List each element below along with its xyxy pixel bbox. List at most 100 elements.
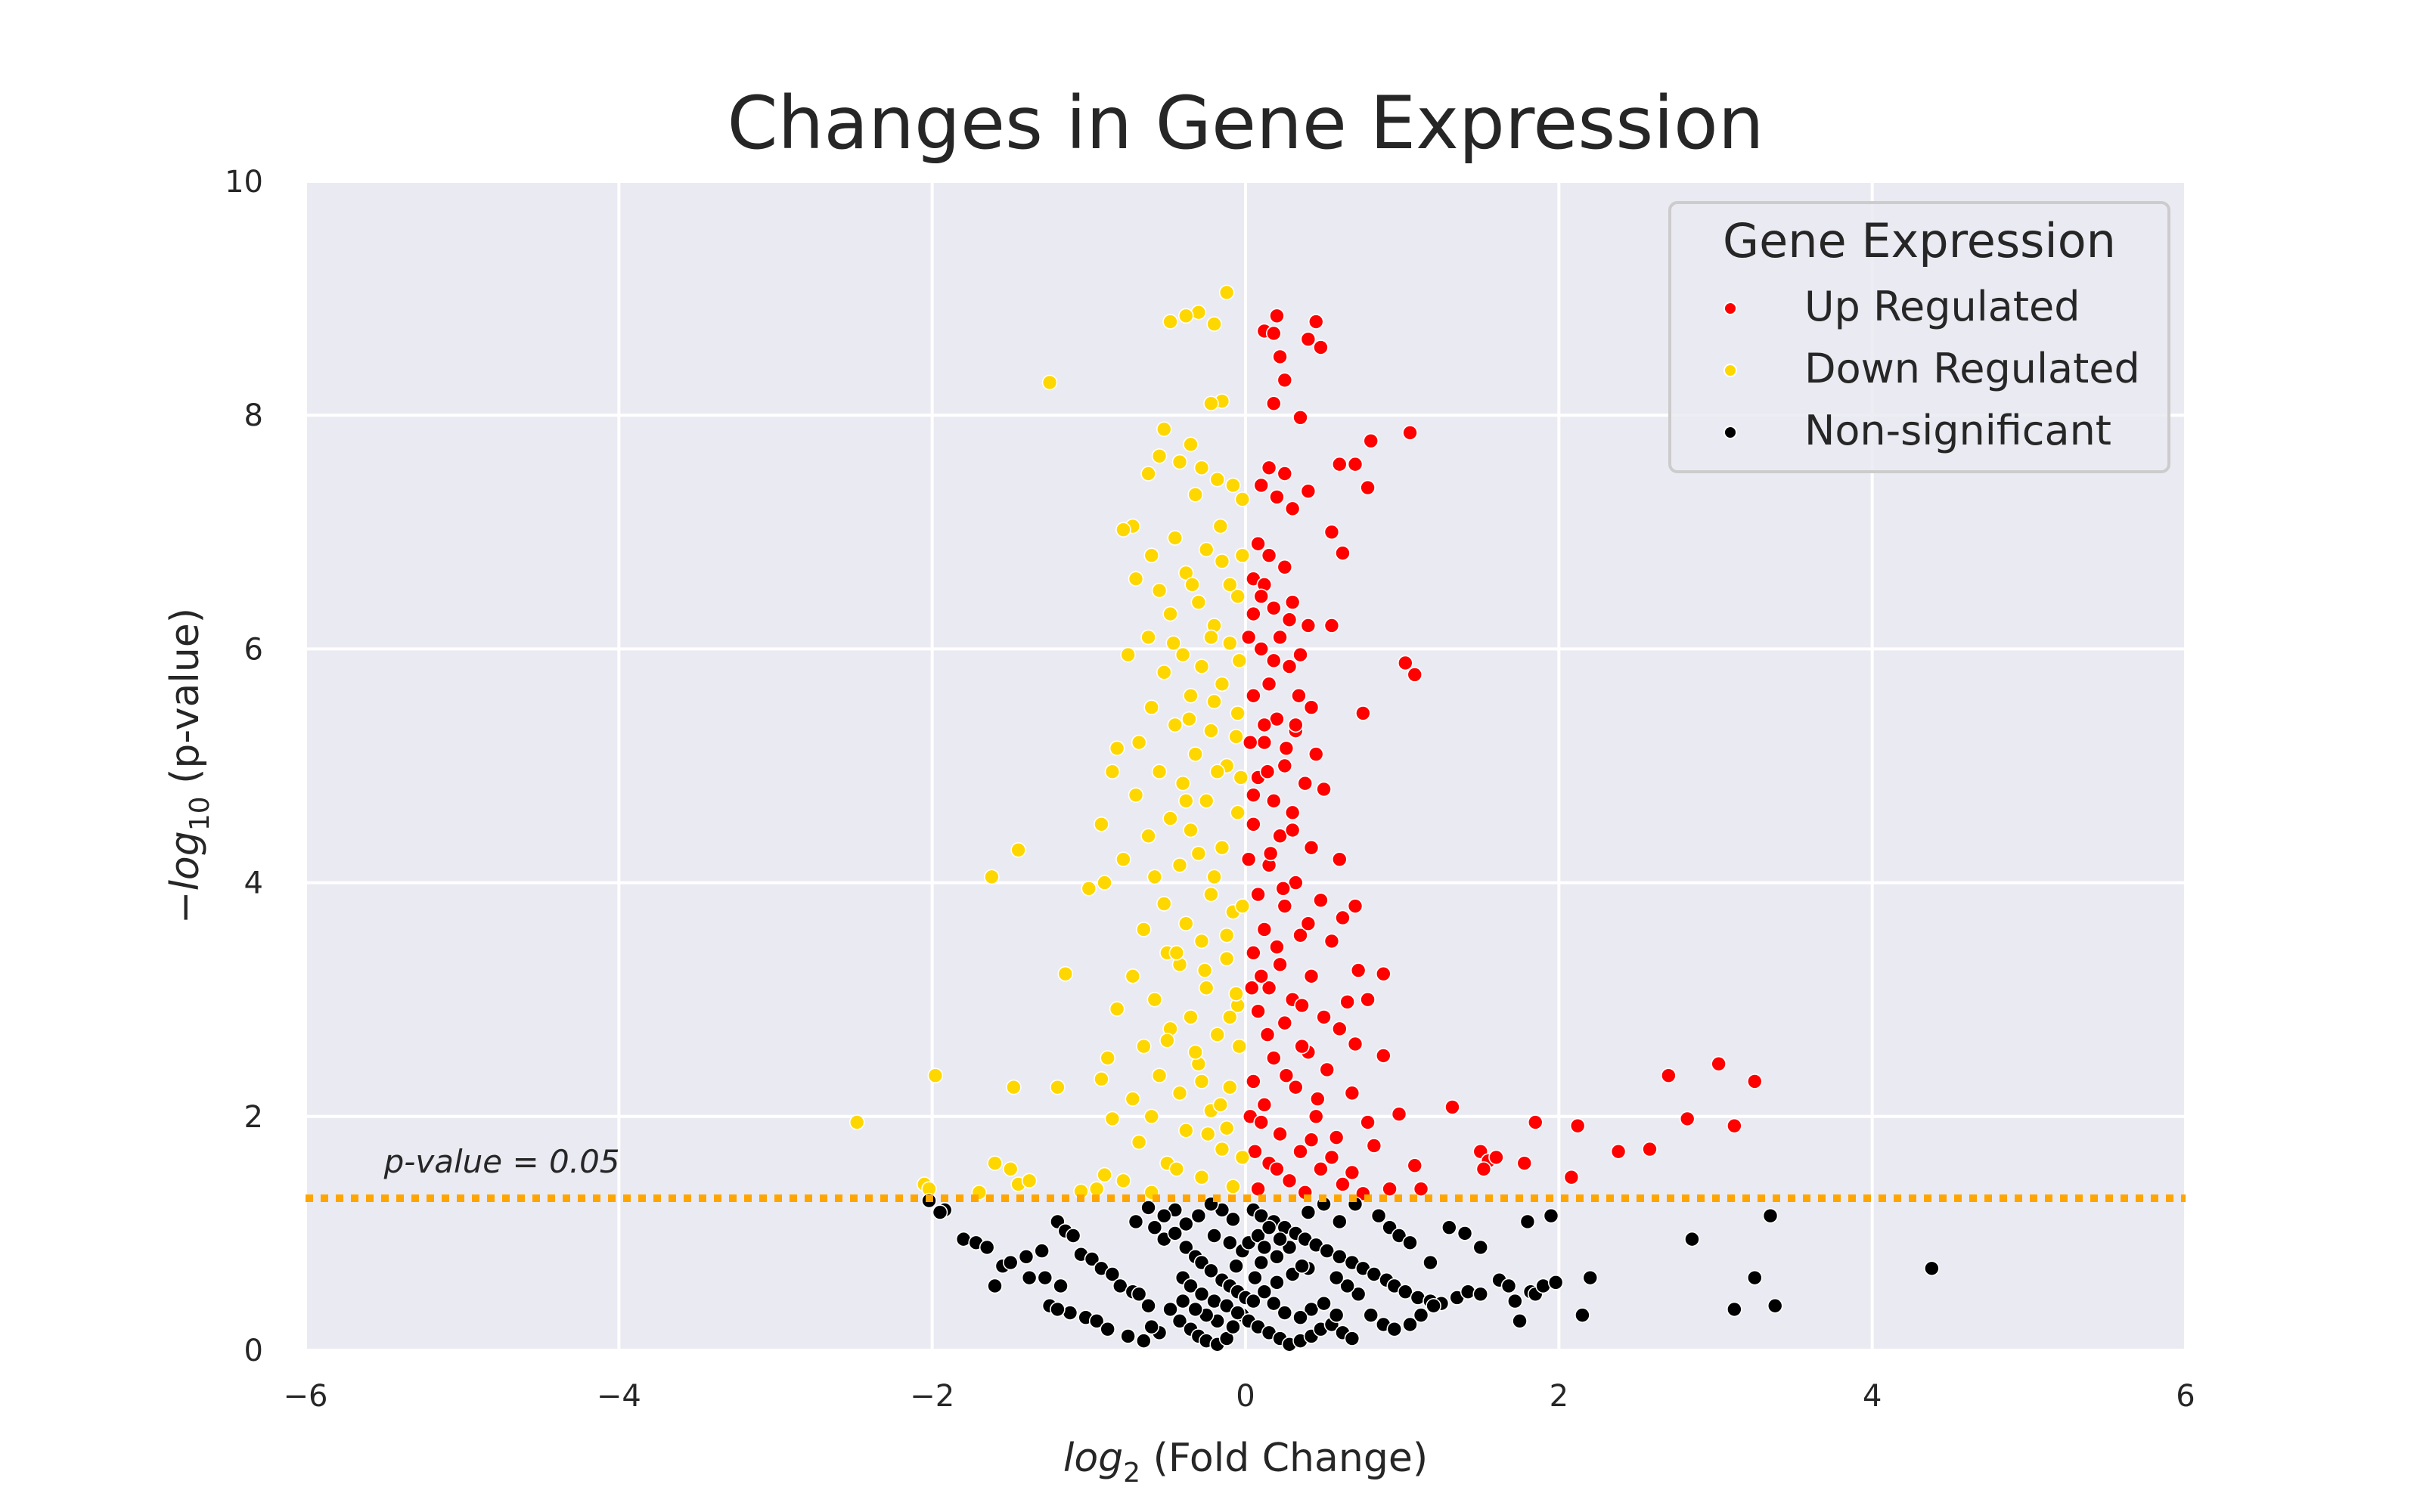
point-up-regulated (1278, 740, 1295, 757)
point-non-significant (1162, 1301, 1178, 1318)
point-down-regulated (1187, 1044, 1204, 1061)
point-down-regulated (1151, 1067, 1168, 1083)
point-up-regulated (1246, 1074, 1261, 1089)
point-up-regulated (1316, 781, 1332, 798)
point-non-significant (1547, 1275, 1564, 1290)
point-up-regulated (1300, 916, 1317, 932)
point-up-regulated (1272, 1126, 1288, 1142)
point-non-significant (1328, 1307, 1345, 1323)
point-down-regulated (1218, 927, 1235, 943)
point-non-significant (1500, 1278, 1517, 1294)
point-up-regulated (1287, 875, 1304, 891)
point-down-regulated (1125, 1091, 1141, 1107)
point-down-regulated (1231, 1038, 1248, 1055)
point-up-regulated (1272, 956, 1288, 973)
point-non-significant (1269, 1249, 1285, 1265)
point-up-regulated (1297, 775, 1314, 792)
point-down-regulated (1231, 652, 1248, 669)
point-down-regulated (984, 869, 1000, 885)
point-up-regulated (1269, 308, 1285, 324)
point-up-regulated (1335, 1176, 1351, 1192)
point-non-significant (1084, 1251, 1100, 1267)
point-non-significant (1253, 1254, 1270, 1271)
point-non-significant (1230, 1305, 1246, 1321)
point-down-regulated (1174, 646, 1191, 663)
point-up-regulated (1323, 618, 1340, 634)
point-non-significant (1391, 1228, 1407, 1244)
point-up-regulated (1308, 1108, 1324, 1125)
point-non-significant (1332, 1213, 1348, 1230)
y-tick-label: 4 (244, 866, 263, 901)
point-down-regulated (1143, 547, 1159, 564)
point-up-regulated (1242, 734, 1258, 751)
point-down-regulated (1174, 775, 1191, 792)
point-down-regulated (1177, 308, 1194, 324)
point-down-regulated (1115, 851, 1131, 867)
point-up-regulated (1300, 331, 1317, 348)
legend-item-up: Up Regulated (1723, 283, 2080, 330)
point-down-regulated (1151, 582, 1168, 599)
point-up-regulated (1376, 1048, 1392, 1064)
point-down-regulated (1214, 553, 1230, 569)
point-up-regulated (1247, 1143, 1263, 1160)
point-up-regulated (1281, 658, 1298, 674)
point-up-regulated (1250, 1181, 1266, 1197)
point-down-regulated (1100, 1050, 1115, 1066)
point-down-regulated (1214, 1141, 1230, 1157)
point-non-significant (1037, 1269, 1053, 1286)
point-down-regulated (1140, 828, 1156, 844)
point-up-regulated (1488, 1149, 1504, 1166)
point-down-regulated (1221, 1079, 1238, 1095)
legend: Gene Expression Up Regulated Down Regula… (1668, 201, 2170, 473)
point-up-regulated (1250, 1003, 1266, 1019)
point-down-regulated (1146, 991, 1163, 1008)
point-non-significant (1253, 1207, 1270, 1224)
point-down-regulated (1228, 986, 1244, 1002)
point-up-regulated (1300, 618, 1317, 634)
point-up-regulated (1292, 646, 1308, 663)
point-up-regulated (1294, 997, 1310, 1014)
point-down-regulated (1198, 980, 1215, 996)
y-axis-label-prefix: − (163, 891, 208, 925)
point-up-regulated (1527, 1114, 1544, 1130)
point-down-regulated (1171, 454, 1188, 470)
point-up-regulated (1402, 425, 1418, 441)
point-up-regulated (1332, 456, 1348, 472)
point-non-significant (1171, 1313, 1188, 1329)
y-tick-label: 0 (244, 1334, 263, 1368)
point-down-regulated (1203, 886, 1219, 903)
point-down-regulated (1151, 764, 1168, 780)
point-non-significant (1512, 1313, 1528, 1329)
point-non-significant (1143, 1318, 1159, 1335)
point-up-regulated (1250, 886, 1266, 903)
point-down-regulated (1181, 711, 1197, 727)
point-up-regulated (1309, 1091, 1326, 1107)
point-up-regulated (1347, 898, 1364, 914)
point-down-regulated (1156, 665, 1172, 680)
y-axis-label: −log10 (p-value) (163, 608, 216, 924)
point-down-regulated (1187, 487, 1204, 503)
point-non-significant (1246, 1293, 1261, 1309)
point-down-regulated (1209, 471, 1226, 488)
point-non-significant (1413, 1307, 1429, 1323)
y-axis-label-rest: (p-value) (163, 608, 208, 797)
point-down-regulated (1198, 793, 1215, 809)
point-down-regulated (1171, 1085, 1188, 1101)
point-down-regulated (1221, 577, 1238, 593)
point-non-significant (979, 1239, 995, 1256)
point-up-regulated (1300, 483, 1317, 499)
point-up-regulated (1413, 1181, 1429, 1197)
point-non-significant (1146, 1219, 1163, 1235)
point-non-significant (1203, 1263, 1219, 1279)
point-down-regulated (1167, 717, 1184, 733)
point-down-regulated (1206, 316, 1222, 332)
point-non-significant (1292, 1309, 1308, 1326)
point-up-regulated (1382, 1181, 1398, 1197)
point-non-significant (1328, 1269, 1345, 1286)
point-non-significant (1339, 1278, 1355, 1294)
point-down-regulated (1198, 541, 1215, 558)
point-non-significant (1402, 1316, 1418, 1333)
series-non-significant (921, 1192, 1940, 1352)
point-non-significant (1002, 1254, 1019, 1271)
